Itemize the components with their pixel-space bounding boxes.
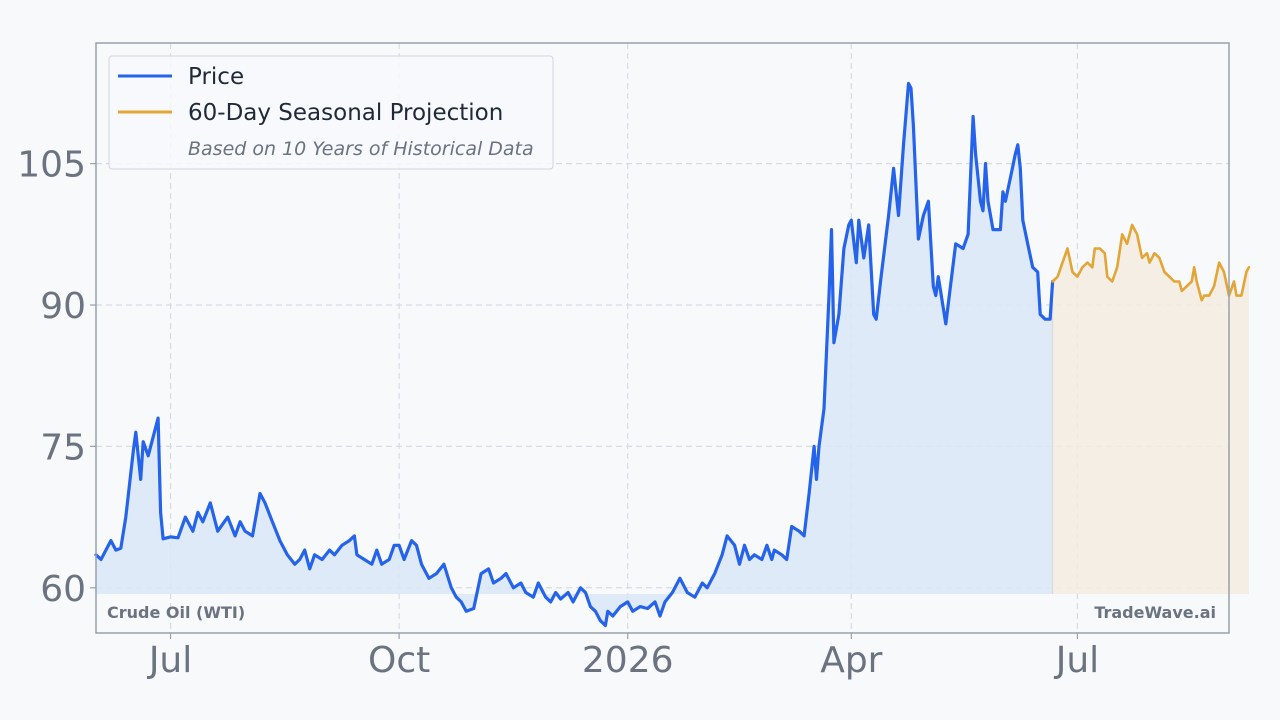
legend-price-label: Price [188, 64, 244, 90]
price-line [94, 81, 1055, 628]
projection-area [1052, 224, 1249, 594]
y-tick-label: 105 [17, 145, 86, 186]
x-tick-label: 2026 [582, 640, 674, 681]
x-tick-label: Oct [368, 640, 430, 681]
price-area [96, 83, 1053, 626]
x-tick-label: Apr [820, 640, 882, 681]
projection-line [1051, 223, 1251, 302]
x-tick-label: Jul [147, 640, 192, 681]
area-fills [96, 83, 1249, 626]
legend: Price 60-Day Seasonal Projection Based o… [108, 55, 554, 170]
plot-frame [95, 42, 1230, 634]
instrument-label: Crude Oil (WTI) [107, 603, 245, 622]
series-lines [94, 81, 1251, 628]
brand-label: TradeWave.ai [1094, 603, 1216, 622]
x-axis: Jul Oct 2026 Apr Jul [147, 633, 1099, 681]
legend-projection-label: 60-Day Seasonal Projection [188, 100, 503, 126]
x-tick-label: Jul [1054, 640, 1099, 681]
y-tick-label: 90 [40, 286, 86, 327]
y-tick-label: 60 [40, 569, 86, 610]
legend-note: Based on 10 Years of Historical Data [188, 138, 534, 160]
y-axis: 60 75 90 105 [17, 145, 96, 610]
legend-box [108, 55, 554, 170]
y-tick-label: 75 [40, 427, 86, 468]
